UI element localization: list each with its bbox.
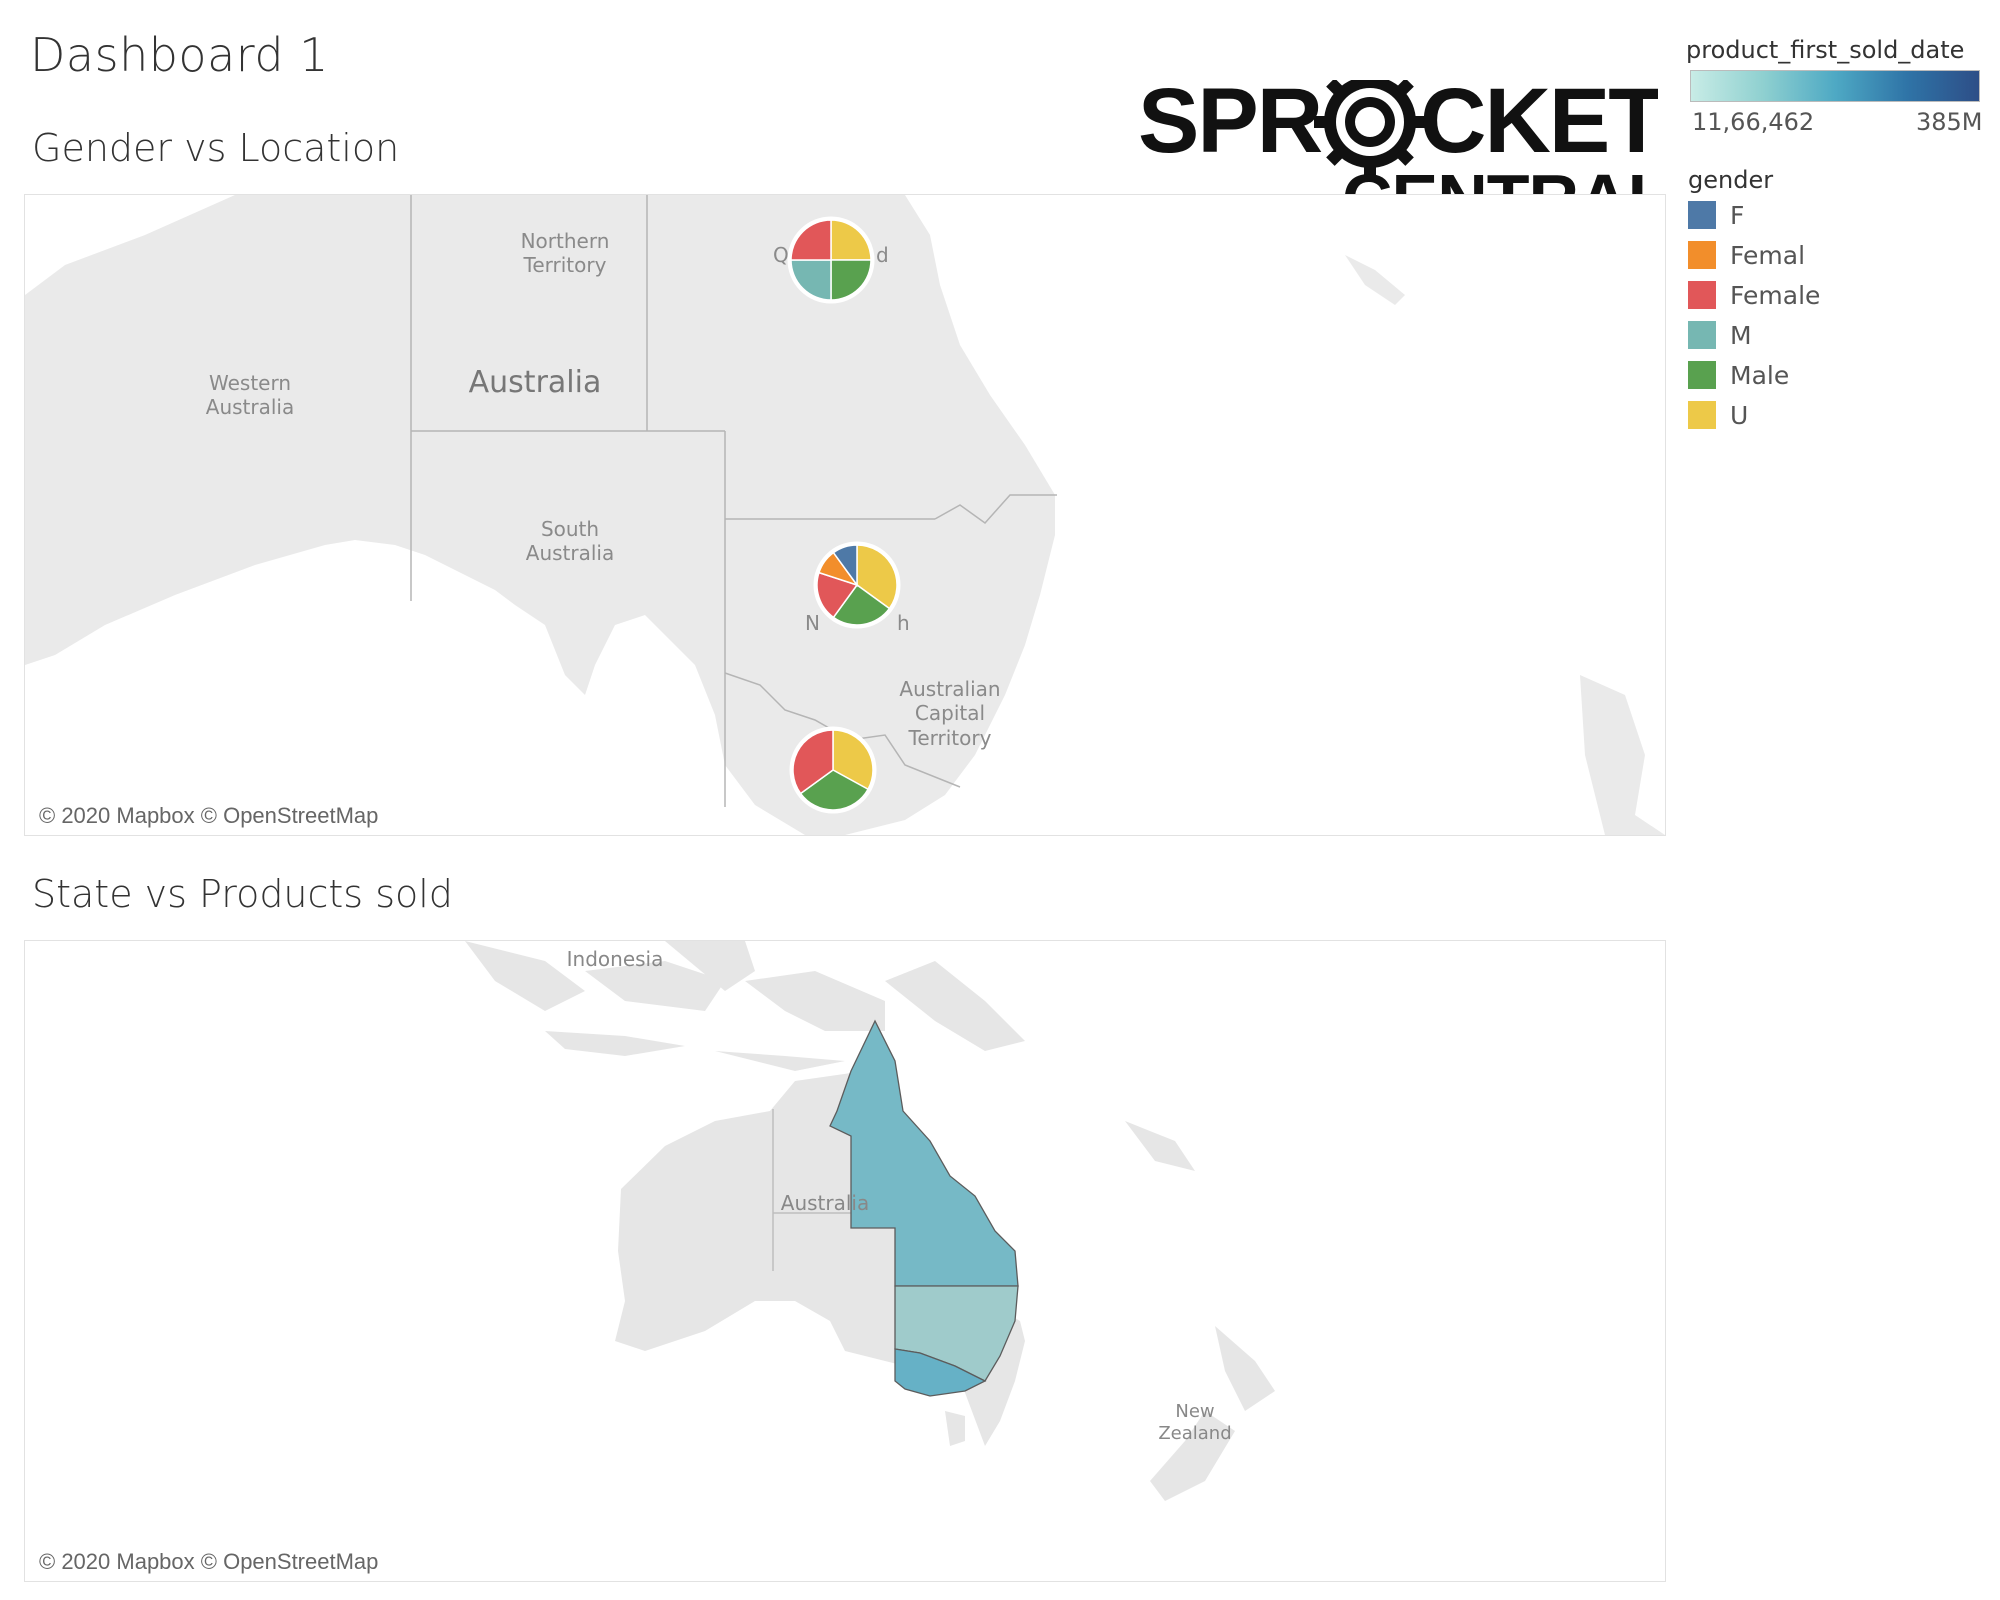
pie-outline (787, 216, 875, 304)
pie-outline (789, 726, 877, 814)
pie-slice-u (830, 219, 872, 261)
label-northern-territory: Northern Territory (520, 229, 610, 278)
gender-legend-label: Femal (1730, 240, 1806, 270)
tasmania-landmass (945, 1411, 965, 1446)
gender-swatch (1688, 281, 1716, 309)
label-australia: Australia (468, 365, 602, 400)
gender-legend-label: F (1730, 200, 1745, 230)
pie-slice-u (832, 729, 874, 791)
map2-basemap (25, 941, 1665, 1581)
gender-swatch (1688, 201, 1716, 229)
pie-slice-f (832, 544, 858, 588)
gender-legend-label: M (1730, 320, 1752, 350)
gender-legend-label: U (1730, 400, 1749, 430)
pie-qld (787, 216, 875, 304)
label-south-australia: South Australia (525, 517, 615, 566)
map2-title: State vs Products sold (32, 872, 453, 916)
label-new-zealand: New Zealand (1158, 1401, 1232, 1444)
gender-swatch (1688, 321, 1716, 349)
nz-landmass-edge (1580, 675, 1665, 835)
color-legend-min: 11,66,462 (1692, 108, 1815, 136)
gender-legend-label: Male (1730, 360, 1790, 390)
pie-slice-female (792, 729, 834, 795)
color-legend-gradient (1690, 70, 1980, 102)
dashboard-title: Dashboard 1 (30, 28, 329, 82)
pie-nsw (813, 541, 901, 629)
pie-slice-female (790, 219, 832, 261)
gender-legend-label: Female (1730, 280, 1821, 310)
pie-layer (787, 216, 901, 814)
indonesia-islands (465, 941, 1195, 1171)
state-vic (894, 1348, 987, 1397)
gender-legend-item[interactable]: Male (1688, 360, 1789, 390)
pie-slice-m (790, 259, 832, 301)
label-nsw-left: N (805, 611, 820, 635)
gender-legend-item[interactable]: Femal (1688, 240, 1805, 270)
gender-swatch (1688, 241, 1716, 269)
label-nsw-right: h (897, 611, 910, 635)
pie-slice-male (830, 259, 872, 301)
label-qld-left: Q (773, 243, 789, 267)
gender-legend-item[interactable]: M (1688, 320, 1752, 350)
gender-legend-title: gender (1688, 166, 1774, 194)
gender-swatch (1688, 361, 1716, 389)
state-products-map[interactable]: Indonesia Australia New Zealand © 2020 M… (24, 940, 1666, 1582)
label-australia-2: Australia (780, 1191, 870, 1215)
label-western-australia: Western Australia (205, 371, 295, 420)
label-qld-right: d (876, 243, 889, 267)
label-act: Australian Capital Territory (899, 677, 1001, 750)
gender-legend-item[interactable]: U (1688, 400, 1748, 430)
island-shape (1345, 255, 1405, 305)
map1-title: Gender vs Location (32, 126, 400, 170)
gender-legend-item[interactable]: Female (1688, 280, 1820, 310)
pie-slice-u (856, 544, 898, 610)
map2-attribution[interactable]: © 2020 Mapbox © OpenStreetMap (39, 1549, 379, 1574)
color-legend-max: 385M (1916, 108, 1983, 136)
label-indonesia: Indonesia (566, 947, 664, 971)
nz-north-island (1215, 1326, 1275, 1411)
pie-vic (789, 726, 877, 814)
pie-slice-female (816, 571, 859, 619)
state-fill-layer (829, 1019, 1019, 1397)
pie-slice-male (799, 769, 870, 811)
gender-location-map[interactable]: Northern Territory Western Australia Aus… (24, 194, 1666, 836)
svg-text:SPR: SPR (1138, 80, 1322, 172)
australia-landmass (25, 195, 1055, 835)
color-legend-title: product_first_sold_date (1686, 36, 1965, 64)
pie-slice-male (832, 583, 891, 626)
svg-text:CKET: CKET (1420, 80, 1658, 172)
pie-outline (813, 541, 901, 629)
gender-swatch (1688, 401, 1716, 429)
gender-legend-item[interactable]: F (1688, 200, 1744, 230)
state-qld (829, 1019, 1019, 1287)
map1-attribution[interactable]: © 2020 Mapbox © OpenStreetMap (39, 803, 379, 828)
nz-south-island (1150, 1411, 1235, 1501)
